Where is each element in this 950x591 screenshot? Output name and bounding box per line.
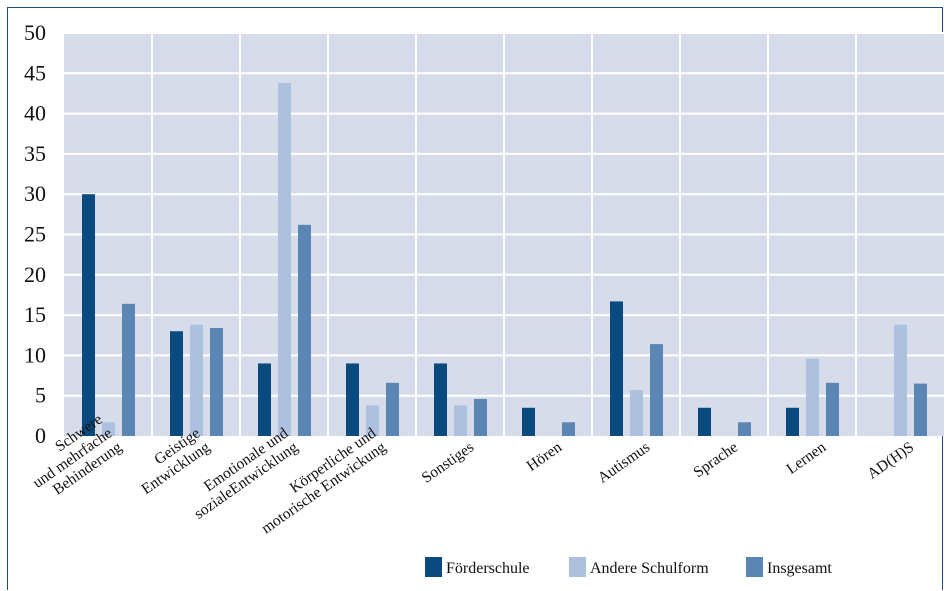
bar: [278, 82, 291, 437]
bar: [170, 331, 183, 436]
legend-swatch: [425, 557, 442, 577]
category-label: AD(H)S: [864, 439, 917, 483]
bar: [894, 324, 907, 436]
bar: [698, 407, 711, 436]
bar: [454, 405, 467, 436]
bar: [386, 382, 399, 436]
bar: [346, 363, 359, 436]
y-tick-label: 10: [24, 342, 46, 367]
bar: [826, 382, 839, 436]
grid-lines: [64, 32, 944, 436]
bar: [474, 398, 487, 436]
bar: [630, 390, 643, 436]
bar: [210, 327, 223, 436]
category-label: Sonstiges: [419, 439, 477, 487]
category-label: Sprache: [690, 439, 741, 482]
bar: [786, 407, 799, 436]
bar: [298, 224, 311, 436]
category-label-line: AD(H)S: [864, 439, 917, 483]
bar: [434, 363, 447, 436]
bar: [738, 422, 751, 436]
legend-swatch: [569, 557, 586, 577]
y-tick-label: 35: [24, 141, 46, 166]
bar: [610, 301, 623, 436]
y-tick-label: 50: [24, 20, 46, 45]
bar: [190, 324, 203, 436]
bar: [562, 422, 575, 436]
legend-label: Andere Schulform: [590, 560, 709, 577]
y-tick-label: 5: [35, 383, 46, 408]
legend-label: Förderschule: [446, 560, 530, 577]
legend: Förderschule Andere Schulform Insgesamt: [425, 557, 832, 577]
bar: [806, 358, 819, 436]
y-tick-label: 20: [24, 262, 46, 287]
y-tick-label: 15: [24, 302, 46, 327]
bar: [258, 363, 271, 436]
bar: [522, 407, 535, 436]
bar: [102, 422, 115, 436]
y-tick-label: 40: [24, 101, 46, 126]
y-tick-label: 0: [35, 423, 46, 448]
bar: [650, 344, 663, 436]
category-label-line: Autismus: [595, 439, 653, 487]
bar: [122, 303, 135, 436]
bar: [914, 383, 927, 436]
chart-frame: 0 5 10 15 20 25 30 35 40 45 50 Schwereund mehrfach…: [7, 7, 944, 590]
y-axis-ticks: 0 5 10 15 20 25 30 35 40 45 50: [24, 20, 46, 448]
category-label-line: Sonstiges: [419, 439, 477, 487]
category-label-line: Lernen: [783, 438, 829, 477]
category-label: Autismus: [595, 439, 653, 487]
y-tick-label: 45: [24, 60, 46, 85]
legend-swatch: [746, 557, 763, 577]
y-tick-label: 25: [24, 222, 46, 247]
legend-label: Insgesamt: [767, 560, 832, 577]
bar: [366, 405, 379, 436]
bar: [82, 194, 95, 436]
category-label-line: Hören: [524, 438, 566, 474]
category-label: Lernen: [783, 438, 829, 477]
category-label-line: Sprache: [690, 439, 741, 482]
bars: [82, 82, 927, 437]
y-tick-label: 30: [24, 181, 46, 206]
category-label: Hören: [524, 438, 566, 474]
